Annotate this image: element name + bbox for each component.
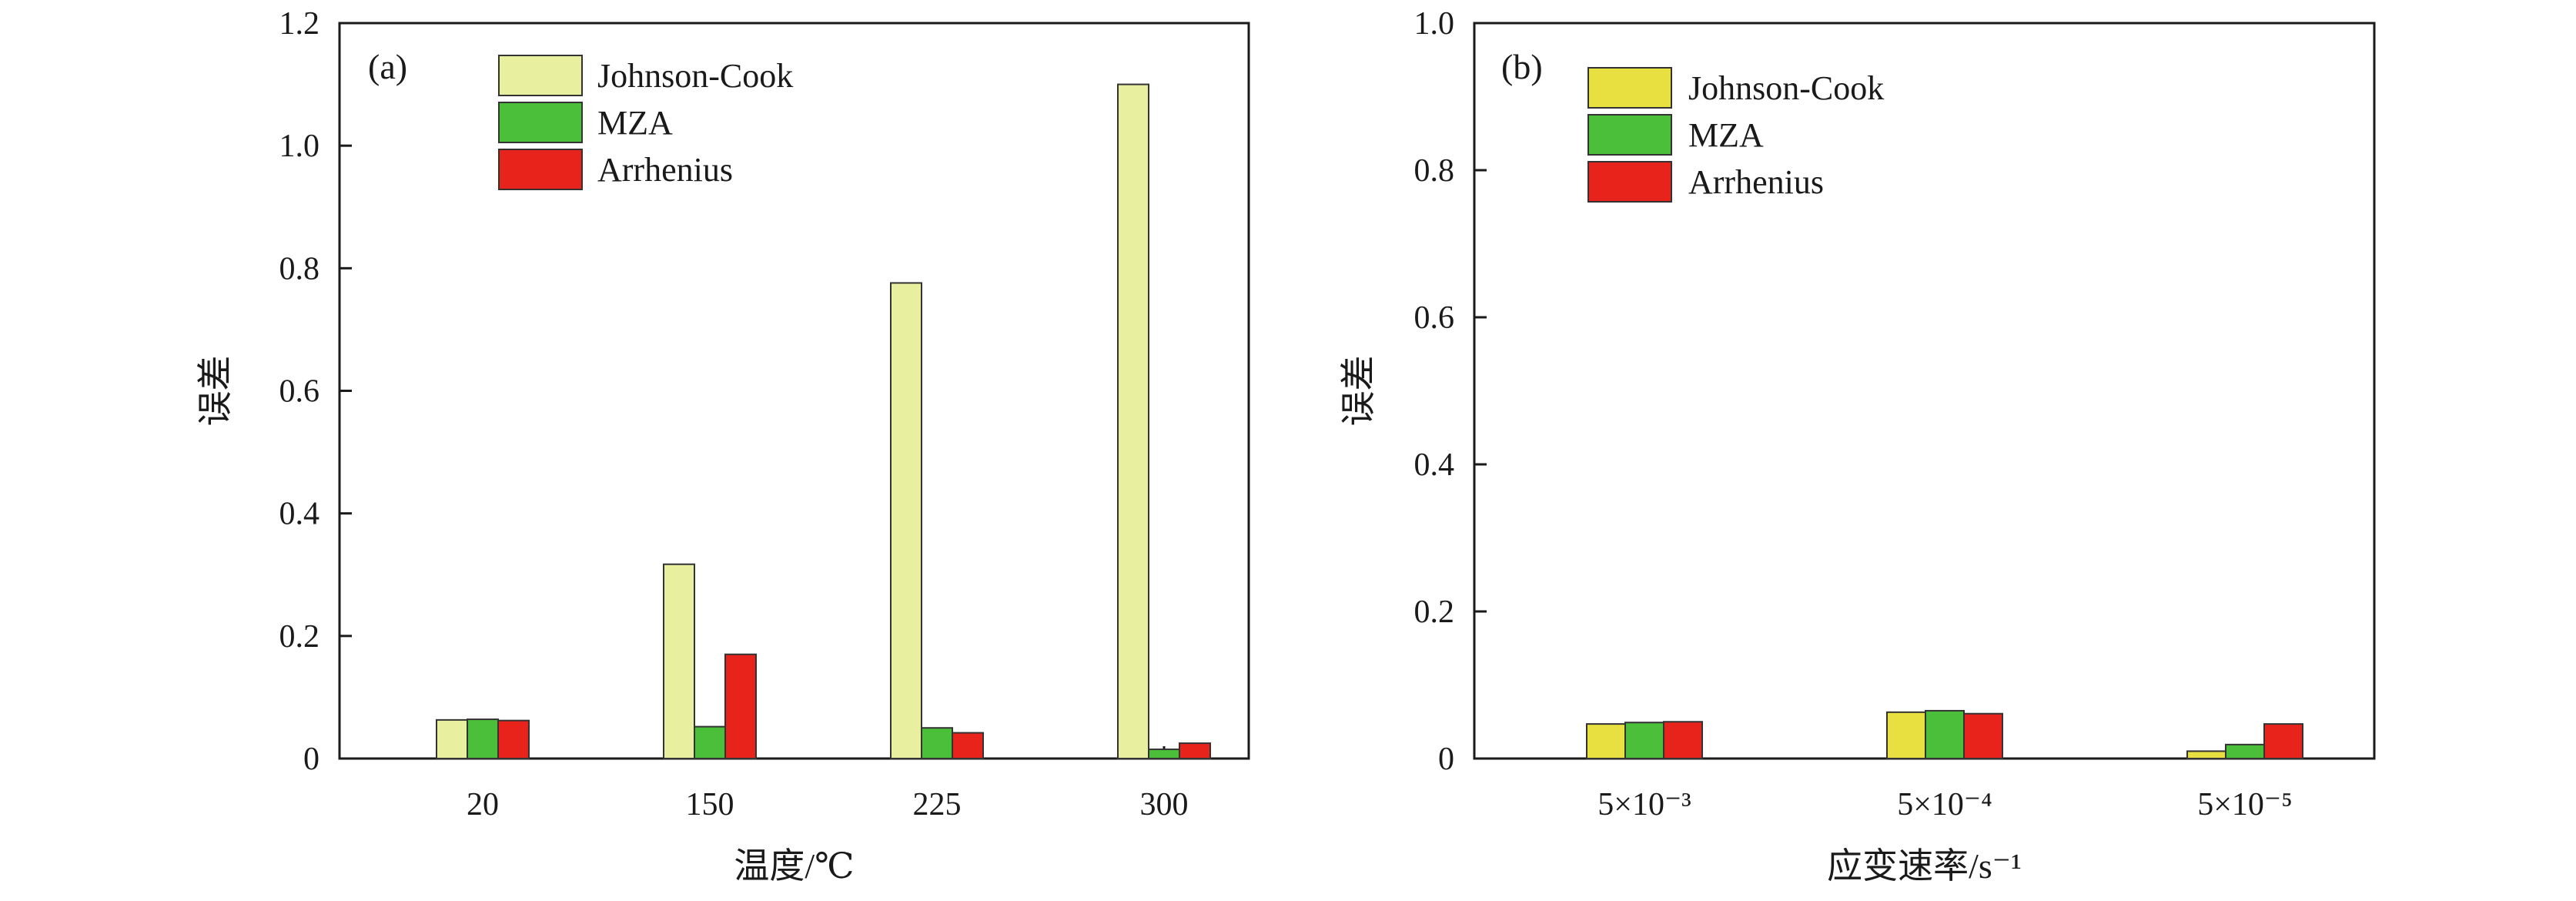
bar-johnson-cook-0 — [1586, 723, 1626, 759]
y-tick-label: 1.0 — [279, 129, 320, 164]
legend: Johnson-Cook MZA Arrhenius — [1587, 67, 1884, 203]
bar-johnson-cook-1 — [663, 563, 695, 759]
bar-arrhenius-0 — [497, 719, 530, 759]
x-tick-label: 5×10⁻⁵ — [2197, 787, 2293, 822]
bar-arrhenius-1 — [724, 653, 757, 759]
bar-mza-1 — [694, 725, 726, 759]
x-axis-title: 应变速率/s⁻¹ — [1827, 846, 2022, 886]
bar-mza-3 — [1148, 749, 1180, 759]
legend-label: Arrhenius — [597, 151, 733, 189]
bar-mza-0 — [467, 718, 499, 759]
legend-swatch — [498, 149, 583, 190]
bar-mza-0 — [1624, 722, 1664, 760]
chart-panel-b: 0 0.2 0.4 0.6 0.8 1.0 5×10⁻³ 5×10⁻⁴ 5×10⁻⁵ 应变速率/s… — [1339, 6, 2376, 886]
legend: Johnson-Cook MZA Arrhenius — [498, 55, 793, 190]
x-tick-label: 5×10⁻³ — [1597, 787, 1691, 822]
x-tick-label: 20 — [467, 787, 499, 822]
bar-mza-1 — [1925, 709, 1965, 759]
x-tick-label: 150 — [686, 787, 734, 822]
y-tick-label: 0.2 — [1414, 595, 1455, 630]
legend-swatch — [1587, 67, 1672, 109]
plot-frame — [338, 22, 1250, 760]
legend-swatch — [498, 102, 583, 143]
y-tick-label: 0.6 — [1414, 300, 1455, 336]
bar-arrhenius-2 — [2263, 723, 2303, 759]
x-tick-label: 225 — [913, 787, 962, 822]
chart-panel-a: 0 0.2 0.4 0.6 0.8 1.0 1.2 20 150 225 300 温度/℃ 误差 (a) J… — [196, 6, 1250, 886]
bar-johnson-cook-3 — [1117, 83, 1149, 760]
y-axis-title: 误差 — [196, 356, 235, 427]
y-tick-label: 0.6 — [279, 374, 320, 410]
y-tick-label: 1.2 — [279, 6, 320, 42]
legend-label: Johnson-Cook — [597, 57, 793, 95]
bar-mza-2 — [2225, 743, 2265, 759]
legend-label: Arrhenius — [1688, 163, 1824, 201]
y-tick-label: 0 — [303, 742, 319, 777]
bar-johnson-cook-2 — [2186, 750, 2226, 760]
legend-label: Johnson-Cook — [1688, 69, 1884, 107]
bar-johnson-cook-0 — [436, 718, 468, 759]
bar-mza-2 — [921, 727, 953, 759]
y-tick-label: 0.8 — [279, 251, 320, 286]
y-tick-label: 1.0 — [1414, 6, 1455, 42]
y-axis-title: 误差 — [1339, 356, 1378, 427]
legend-label: MZA — [1688, 116, 1764, 154]
bar-arrhenius-0 — [1663, 721, 1703, 759]
bar-arrhenius-3 — [1179, 742, 1211, 760]
bar-arrhenius-2 — [952, 732, 984, 760]
panel-label: (a) — [368, 47, 407, 86]
y-tick-label: 0.4 — [1414, 447, 1455, 483]
bar-johnson-cook-2 — [890, 282, 922, 759]
x-axis-title: 温度/℃ — [734, 846, 854, 886]
y-tick-label: 0.4 — [279, 497, 320, 532]
y-tick-label: 0 — [1438, 742, 1454, 777]
legend-label: MZA — [597, 104, 673, 142]
y-tick-label: 0.8 — [1414, 153, 1455, 189]
legend-swatch — [1587, 114, 1672, 156]
legend-swatch — [1587, 161, 1672, 203]
bar-johnson-cook-1 — [1886, 711, 1926, 760]
legend-swatch — [498, 55, 583, 96]
x-tick-label: 300 — [1140, 787, 1189, 822]
x-tick-label: 5×10⁻⁴ — [1897, 787, 1992, 822]
y-tick-label: 0.2 — [279, 619, 320, 655]
panel-label: (b) — [1501, 47, 1543, 86]
bar-arrhenius-1 — [1963, 712, 2003, 759]
